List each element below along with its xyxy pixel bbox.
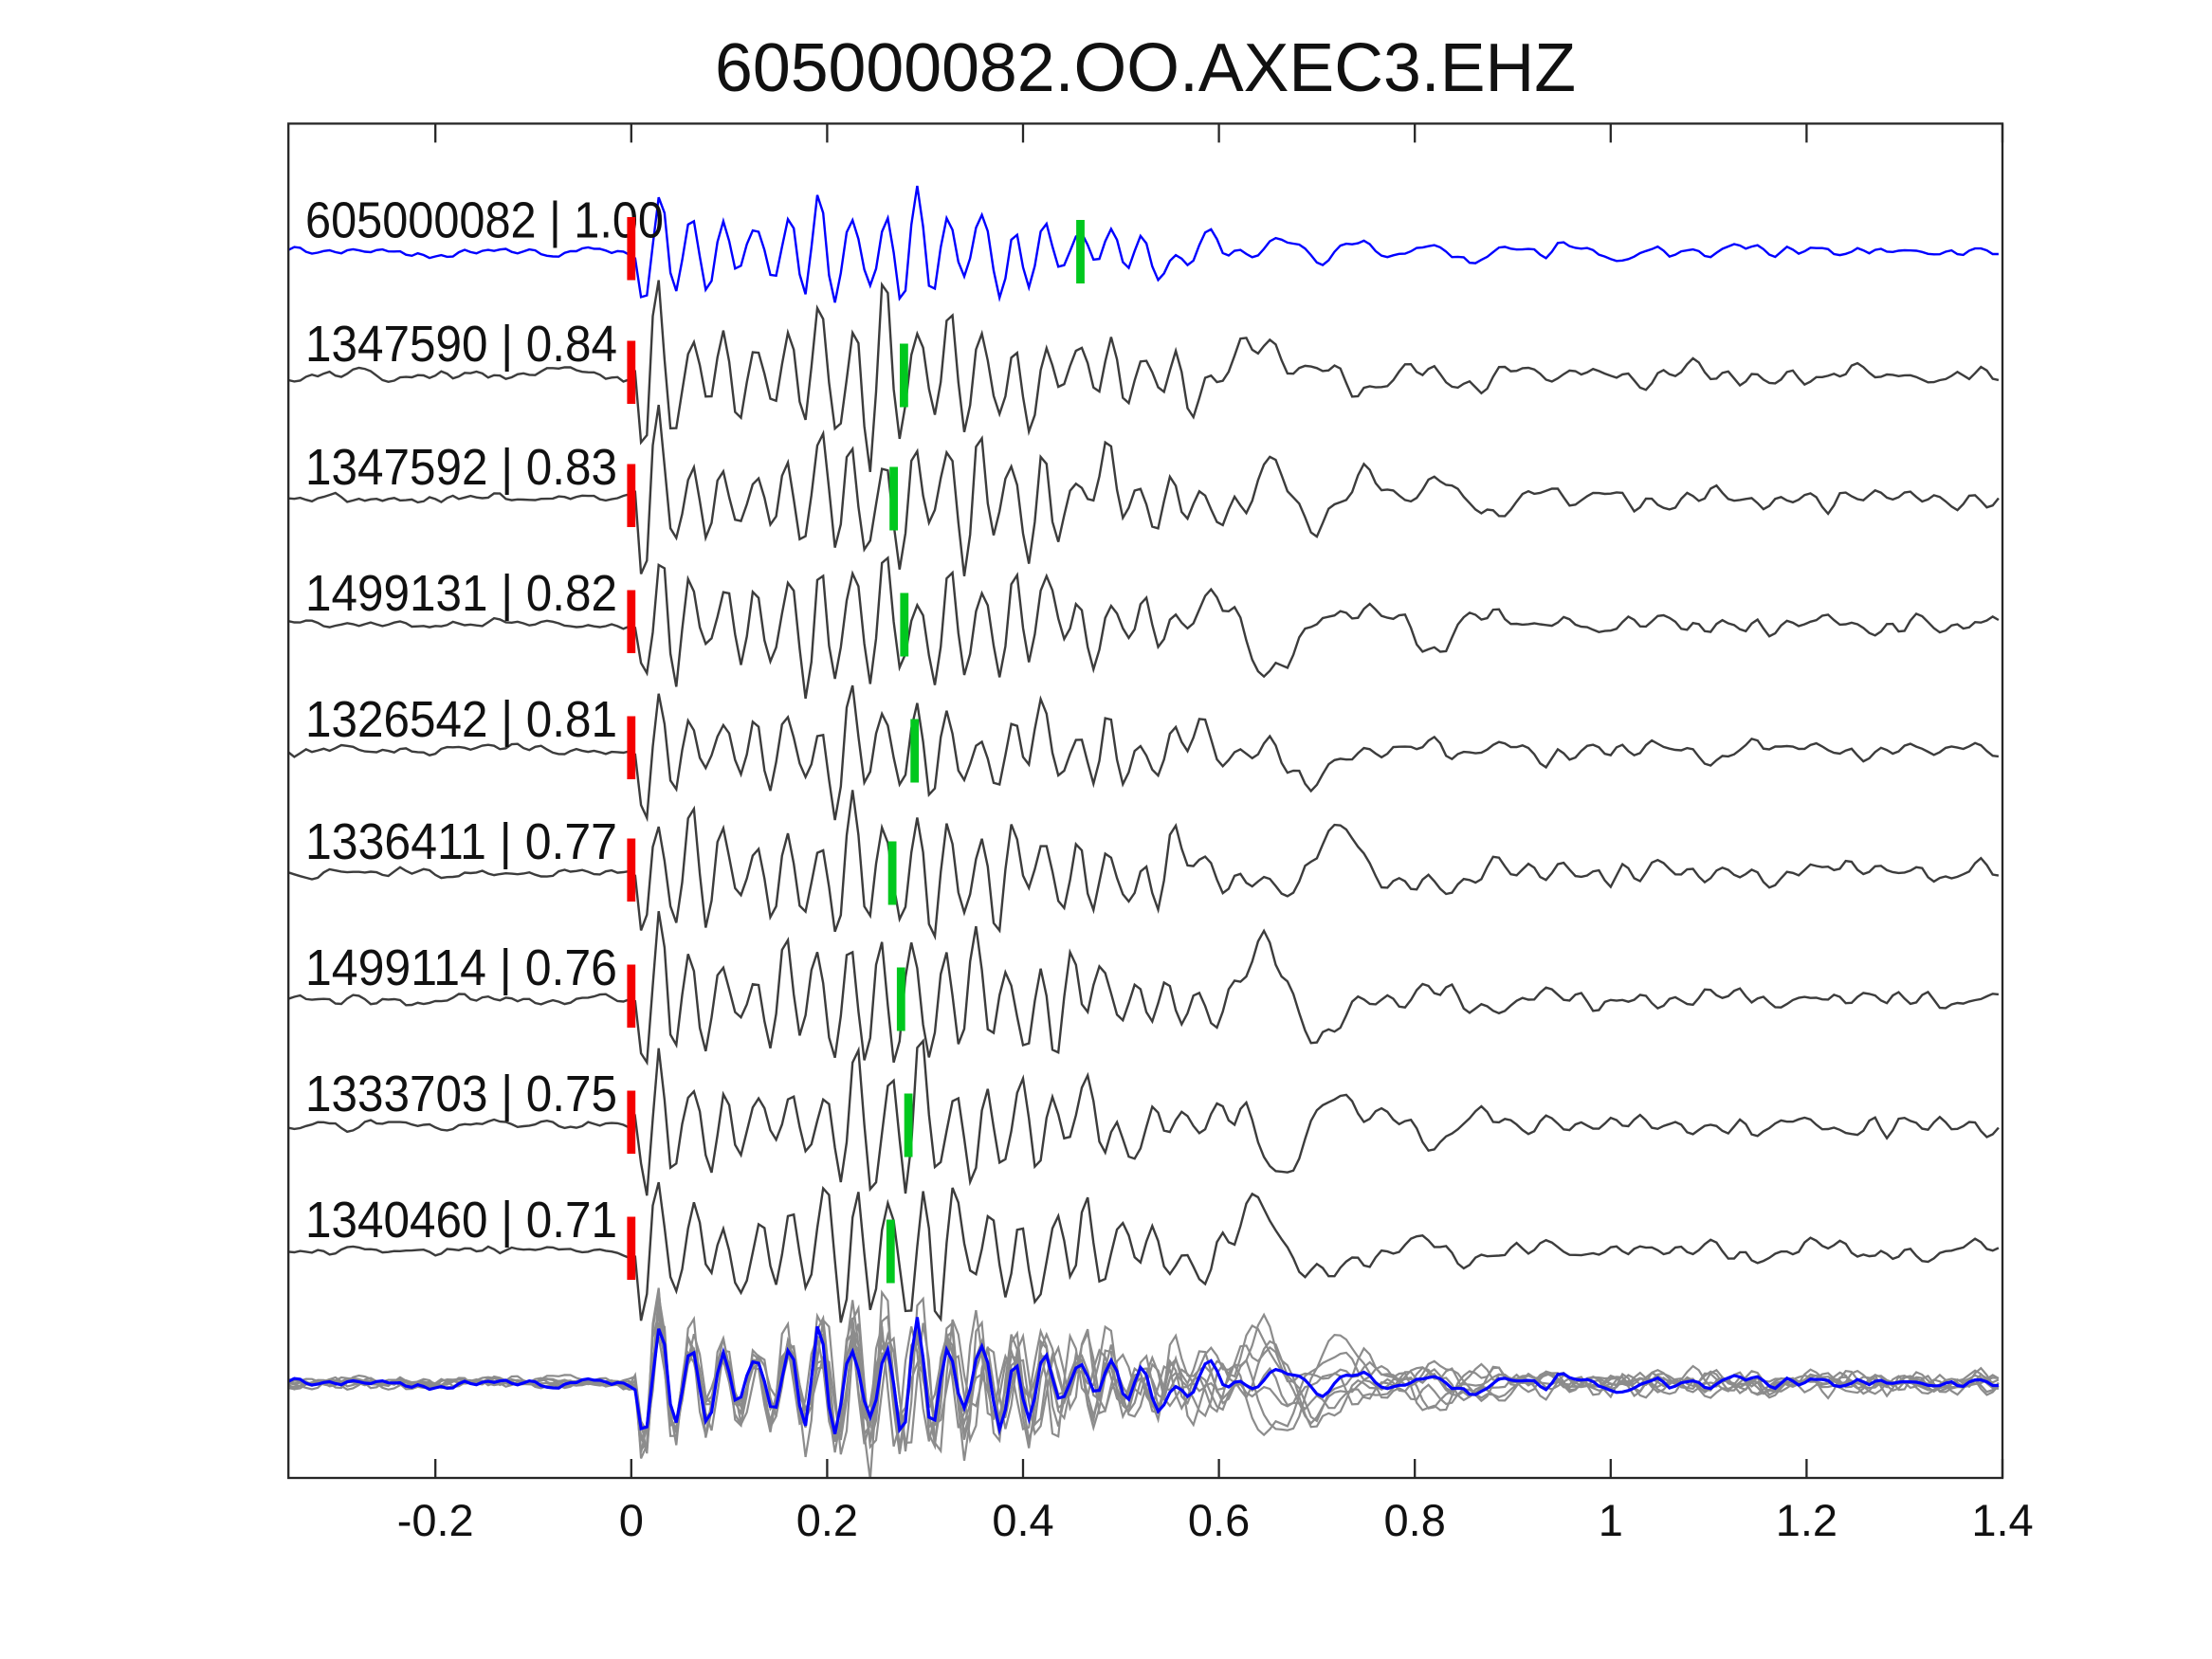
svg-text:-0.2: -0.2 xyxy=(397,1495,474,1545)
svg-text:1.2: 1.2 xyxy=(1776,1495,1837,1545)
svg-text:1336411 | 0.77: 1336411 | 0.77 xyxy=(305,813,617,870)
svg-text:1: 1 xyxy=(1599,1495,1623,1545)
svg-text:1340460 | 0.71: 1340460 | 0.71 xyxy=(305,1192,617,1249)
svg-text:0.4: 0.4 xyxy=(992,1495,1053,1545)
svg-text:1326542 | 0.81: 1326542 | 0.81 xyxy=(305,691,617,748)
svg-text:1.4: 1.4 xyxy=(1971,1495,2033,1545)
svg-text:1499114 | 0.76: 1499114 | 0.76 xyxy=(305,939,617,996)
svg-text:1333703 | 0.75: 1333703 | 0.75 xyxy=(305,1066,617,1122)
svg-text:605000082 | 1.00: 605000082 | 1.00 xyxy=(305,192,664,249)
svg-text:1499131 | 0.82: 1499131 | 0.82 xyxy=(305,565,617,622)
svg-text:0.6: 0.6 xyxy=(1188,1495,1250,1545)
svg-text:1347590 | 0.84: 1347590 | 0.84 xyxy=(305,316,617,373)
svg-text:1347592 | 0.83: 1347592 | 0.83 xyxy=(305,439,617,496)
svg-text:0: 0 xyxy=(619,1495,644,1545)
svg-text:0.8: 0.8 xyxy=(1384,1495,1446,1545)
svg-text:0.2: 0.2 xyxy=(796,1495,858,1545)
svg-text:605000082.OO.AXEC3.EHZ: 605000082.OO.AXEC3.EHZ xyxy=(715,29,1576,106)
